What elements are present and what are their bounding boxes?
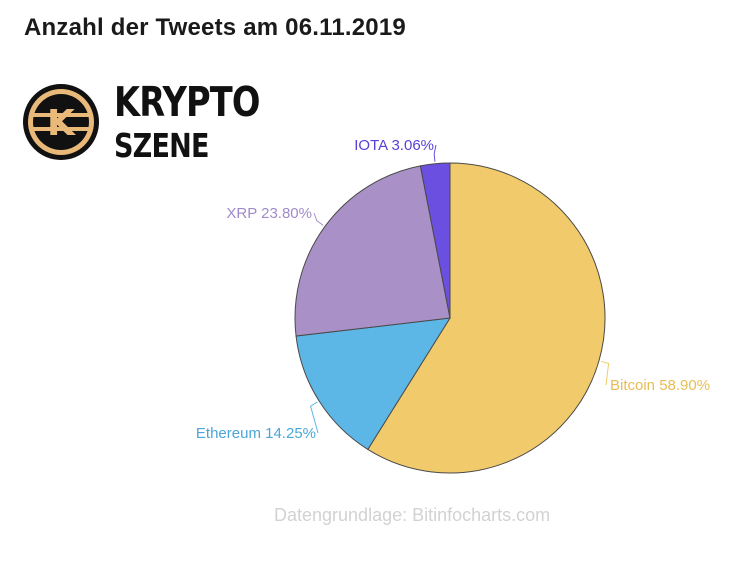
leader-line-xrp <box>313 212 324 226</box>
pie-slice-ethereum <box>295 317 451 451</box>
page-title: Anzahl der Tweets am 06.11.2019 <box>24 14 406 41</box>
slice-label-xrp: XRP 23.80% <box>226 205 312 222</box>
logo-line-2: SZENE <box>114 126 209 165</box>
slice-label-iota: IOTA 3.06% <box>354 137 434 154</box>
leader-line-iota <box>433 144 437 162</box>
leader-line-bitcoin <box>600 360 610 386</box>
logo-mark: K <box>47 103 76 144</box>
pie-slice-bitcoin <box>367 162 606 474</box>
pie-slice-xrp <box>294 165 451 337</box>
slice-label-ethereum: Ethereum 14.25% <box>196 425 316 442</box>
slice-label-bitcoin: Bitcoin 58.90% <box>610 377 710 394</box>
leader-line-ethereum <box>310 401 319 434</box>
krypto-logo-icon: K <box>23 84 99 160</box>
pie-slice-iota <box>419 162 451 319</box>
logo-line-1: KRYPTO <box>114 78 261 126</box>
krypto-szene-logo: K KRYPTO SZENE <box>22 82 292 162</box>
data-source-note: Datengrundlage: Bitinfocharts.com <box>274 505 551 525</box>
